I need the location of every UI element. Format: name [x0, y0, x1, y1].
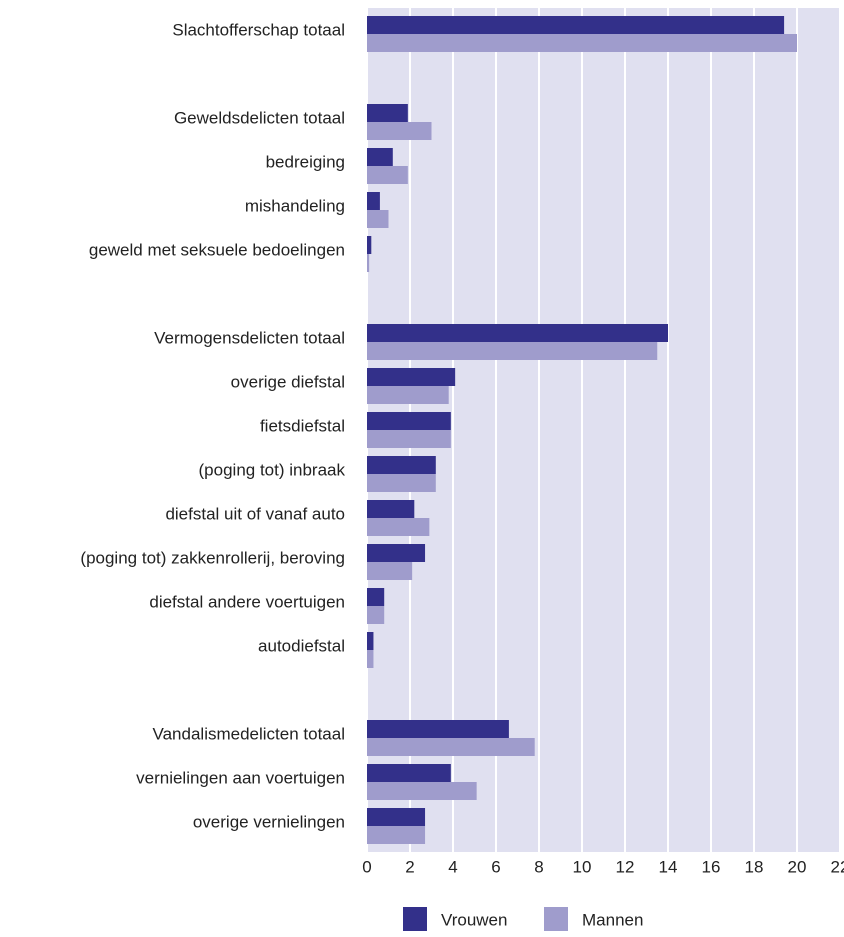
- legend-swatch: [544, 907, 568, 931]
- x-tick-label: 0: [362, 857, 371, 876]
- y-tick-label: overige diefstal: [231, 372, 345, 391]
- y-tick-label: fietsdiefstal: [260, 416, 345, 435]
- bar: [367, 474, 436, 492]
- y-tick-label: Vandalismedelicten totaal: [153, 724, 345, 743]
- x-tick-label: 12: [616, 857, 635, 876]
- bar: [367, 720, 509, 738]
- legend-swatch: [403, 907, 427, 931]
- bar: [367, 500, 415, 518]
- x-tick-label: 8: [534, 857, 543, 876]
- bar: [367, 562, 413, 580]
- x-tick-label: 10: [573, 857, 592, 876]
- bar: [367, 34, 797, 52]
- y-tick-label: diefstal andere voertuigen: [149, 592, 345, 611]
- bar: [367, 122, 432, 140]
- bar: [367, 192, 380, 210]
- legend-label: Mannen: [582, 910, 643, 929]
- x-tick-label: 6: [491, 857, 500, 876]
- y-tick-label: (poging tot) zakkenrollerij, beroving: [80, 548, 345, 567]
- bar: [367, 254, 370, 272]
- bar: [367, 518, 430, 536]
- bar: [367, 342, 658, 360]
- y-tick-label: vernielingen aan voertuigen: [136, 768, 345, 787]
- bar: [367, 210, 389, 228]
- y-tick-label: (poging tot) inbraak: [199, 460, 346, 479]
- x-tick-label: 16: [702, 857, 721, 876]
- bar: [367, 412, 451, 430]
- legend-label: Vrouwen: [441, 910, 507, 929]
- x-tick-label: 22: [831, 857, 844, 876]
- bar: [367, 782, 477, 800]
- bar: [367, 456, 436, 474]
- bar: [367, 808, 426, 826]
- x-tick-label: 20: [788, 857, 807, 876]
- bar: [367, 324, 668, 342]
- bar: [367, 738, 535, 756]
- bar: [367, 826, 426, 844]
- bar: [367, 606, 385, 624]
- bar: [367, 368, 456, 386]
- x-tick-label: 18: [745, 857, 764, 876]
- bar: [367, 632, 374, 650]
- bar: [367, 588, 385, 606]
- bar: [367, 430, 451, 448]
- y-tick-label: Geweldsdelicten totaal: [174, 108, 345, 127]
- y-tick-label: diefstal uit of vanaf auto: [165, 504, 345, 523]
- y-tick-label: Slachtofferschap totaal: [172, 20, 345, 39]
- y-tick-label: autodiefstal: [258, 636, 345, 655]
- bar: [367, 16, 785, 34]
- y-tick-label: bedreiging: [266, 152, 345, 171]
- x-tick-label: 4: [448, 857, 457, 876]
- bar: [367, 236, 372, 254]
- y-tick-label: overige vernielingen: [193, 812, 345, 831]
- bar: [367, 166, 408, 184]
- y-tick-label: mishandeling: [245, 196, 345, 215]
- x-tick-label: 2: [405, 857, 414, 876]
- y-tick-label: geweld met seksuele bedoelingen: [89, 240, 345, 259]
- bar: [367, 104, 408, 122]
- x-tick-label: 14: [659, 857, 678, 876]
- bar: [367, 386, 449, 404]
- bar: [367, 148, 393, 166]
- bar: [367, 764, 451, 782]
- bar: [367, 544, 426, 562]
- bar: [367, 650, 374, 668]
- y-tick-label: Vermogensdelicten totaal: [154, 328, 345, 347]
